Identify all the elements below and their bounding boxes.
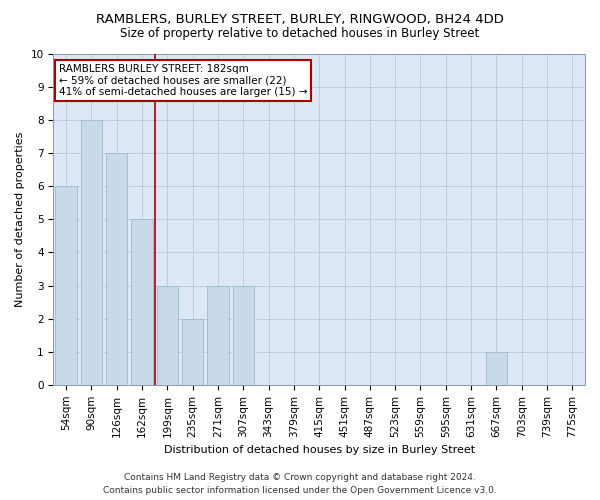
Y-axis label: Number of detached properties: Number of detached properties — [15, 132, 25, 307]
Bar — [207, 286, 229, 385]
Text: Contains HM Land Registry data © Crown copyright and database right 2024.
Contai: Contains HM Land Registry data © Crown c… — [103, 474, 497, 495]
Bar — [55, 186, 77, 385]
Text: Size of property relative to detached houses in Burley Street: Size of property relative to detached ho… — [121, 28, 479, 40]
Text: RAMBLERS BURLEY STREET: 182sqm
← 59% of detached houses are smaller (22)
41% of : RAMBLERS BURLEY STREET: 182sqm ← 59% of … — [59, 64, 307, 97]
Bar — [131, 220, 153, 385]
Text: RAMBLERS, BURLEY STREET, BURLEY, RINGWOOD, BH24 4DD: RAMBLERS, BURLEY STREET, BURLEY, RINGWOO… — [96, 12, 504, 26]
Bar — [80, 120, 102, 385]
Bar — [182, 318, 203, 385]
Bar — [106, 153, 127, 385]
X-axis label: Distribution of detached houses by size in Burley Street: Distribution of detached houses by size … — [164, 445, 475, 455]
Bar — [485, 352, 507, 385]
Bar — [233, 286, 254, 385]
Bar — [157, 286, 178, 385]
